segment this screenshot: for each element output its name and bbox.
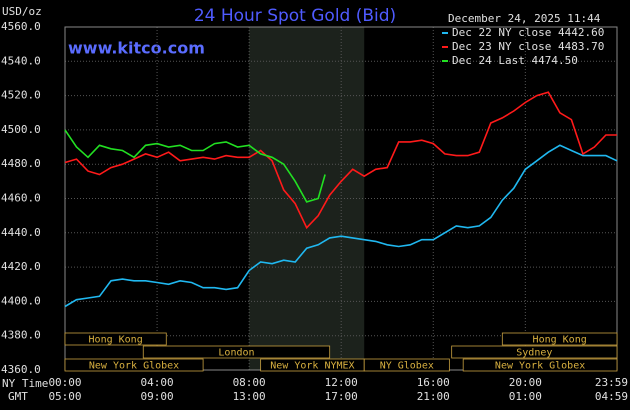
gmt-tick-label: 13:00 bbox=[233, 390, 266, 403]
timestamp: December 24, 2025 11:44 bbox=[448, 12, 601, 25]
y-tick-label: 4560.0 bbox=[1, 20, 41, 33]
x-tick-label: 00:00 bbox=[48, 376, 81, 389]
y-tick-label: 4440.0 bbox=[1, 226, 41, 239]
session-bar bbox=[64, 358, 204, 372]
session-label: Hong Kong bbox=[533, 335, 587, 346]
y-tick-label: 4500.0 bbox=[1, 123, 41, 136]
y-tick-label: 4420.0 bbox=[1, 260, 41, 273]
y-tick-label: 4540.0 bbox=[1, 54, 41, 67]
x2-axis-label: GMT bbox=[8, 390, 28, 403]
session-label: New York Globex bbox=[89, 361, 179, 372]
unit-label: USD/oz bbox=[2, 5, 42, 18]
x-tick-label: 16:00 bbox=[417, 376, 450, 389]
legend-label: Dec 22 NY close 4442.60 bbox=[452, 26, 604, 39]
session-label: Hong Kong bbox=[89, 335, 143, 346]
x-tick-label: 20:00 bbox=[509, 376, 542, 389]
gmt-tick-label: 05:00 bbox=[48, 390, 81, 403]
x-axis-label: NY Time bbox=[2, 377, 48, 390]
y-tick-label: 4400.0 bbox=[1, 294, 41, 307]
gmt-tick-label: 21:00 bbox=[417, 390, 450, 403]
x-tick-label: 08:00 bbox=[233, 376, 266, 389]
shaded-range bbox=[249, 27, 365, 370]
x-tick-label: 23:59 bbox=[595, 376, 628, 389]
series-line bbox=[64, 91, 617, 230]
gmt-tick-label: 17:00 bbox=[325, 390, 358, 403]
y-tick-label: 4520.0 bbox=[1, 89, 41, 102]
series-line bbox=[64, 129, 326, 203]
session-bar bbox=[462, 358, 618, 372]
session-bar bbox=[363, 358, 450, 372]
session-bar bbox=[501, 332, 618, 346]
watermark: www.kitco.com bbox=[68, 39, 205, 58]
session-label: New York Globex bbox=[495, 361, 585, 372]
legend-label: Dec 24 Last 4474.50 bbox=[452, 54, 578, 67]
chart-title: 24 Hour Spot Gold (Bid) bbox=[194, 6, 396, 26]
session-label: NY Globex bbox=[380, 361, 434, 372]
y-tick-label: 4360.0 bbox=[1, 363, 41, 376]
gmt-tick-label: 09:00 bbox=[141, 390, 174, 403]
session-bar bbox=[142, 345, 331, 359]
session-label: New York NYMEX bbox=[270, 361, 354, 372]
session-label: Sydney bbox=[516, 348, 552, 359]
x-tick-label: 04:00 bbox=[141, 376, 174, 389]
x-tick-label: 12:00 bbox=[325, 376, 358, 389]
y-tick-label: 4380.0 bbox=[1, 329, 41, 342]
y-tick-label: 4460.0 bbox=[1, 192, 41, 205]
y-tick-label: 4480.0 bbox=[1, 157, 41, 170]
legend-label: Dec 23 NY close 4483.70 bbox=[452, 40, 604, 53]
series-line bbox=[64, 144, 618, 308]
session-bar bbox=[64, 332, 167, 346]
gmt-tick-label: 01:00 bbox=[509, 390, 542, 403]
gmt-tick-label: 04:59 bbox=[595, 390, 628, 403]
session-label: London bbox=[218, 348, 254, 359]
session-bar bbox=[451, 345, 618, 359]
